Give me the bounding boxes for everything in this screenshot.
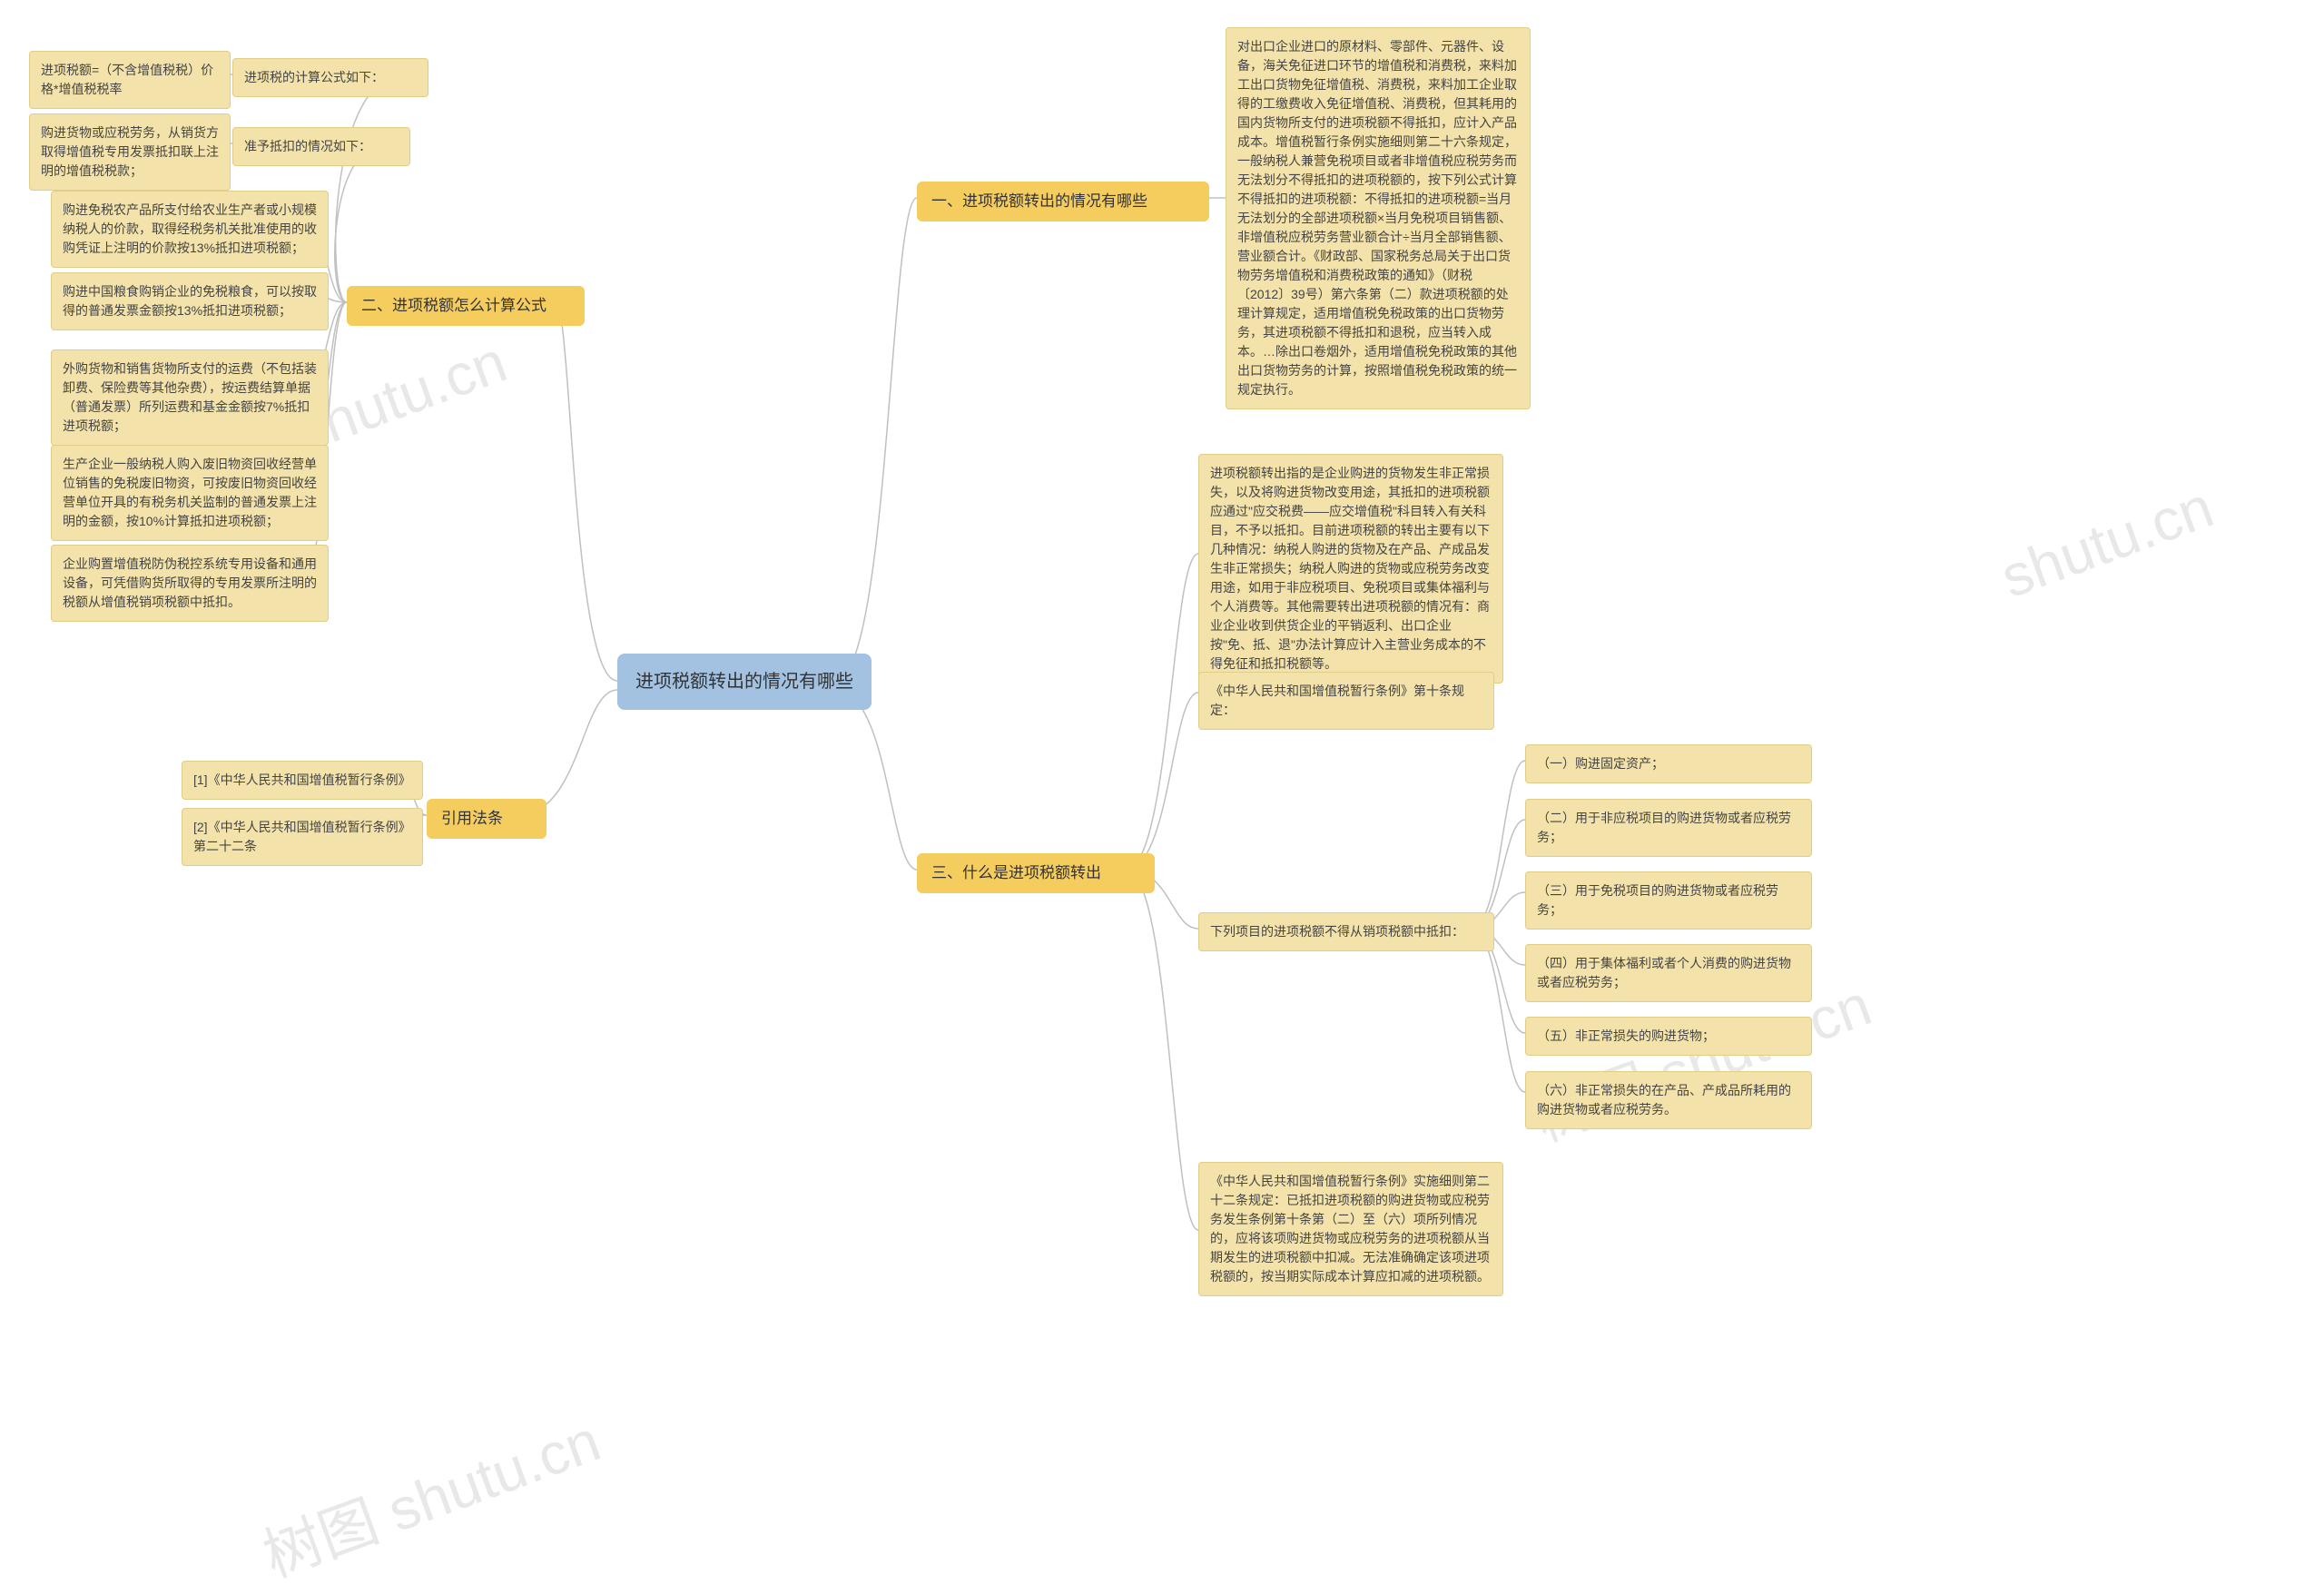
leaf-b3-nodeduct-5[interactable]: （五）非正常损失的购进货物； — [1525, 1017, 1812, 1056]
leaf-b3-article22[interactable]: 《中华人民共和国增值税暂行条例》实施细则第二十二条规定：已抵扣进项税额的购进货物… — [1198, 1162, 1503, 1296]
leaf-b3-nodeduct-1[interactable]: （一）购进固定资产； — [1525, 744, 1812, 783]
leaf-b3-article10[interactable]: 《中华人民共和国增值税暂行条例》第十条规定： — [1198, 672, 1494, 730]
leaf-b3-nodeduct-6[interactable]: （六）非正常损失的在产品、产成品所耗用的购进货物或者应税劳务。 — [1525, 1071, 1812, 1129]
watermark: shutu.cn — [1993, 473, 2222, 611]
watermark: 树图 shutu.cn — [251, 1394, 610, 1593]
leaf-b3-nodeduct-2[interactable]: （二）用于非应税项目的购进货物或者应税劳务； — [1525, 799, 1812, 857]
branch-references[interactable]: 引用法条 — [427, 799, 547, 839]
branch-section-2[interactable]: 二、进项税额怎么计算公式 — [347, 286, 585, 326]
leaf-b2-deduct-1[interactable]: 购进货物或应税劳务，从销货方取得增值税专用发票抵扣联上注明的增值税税款； — [29, 113, 231, 191]
leaf-b2-deduct-heading[interactable]: 准予抵扣的情况如下： — [232, 127, 410, 166]
leaf-ref-1[interactable]: [1]《中华人民共和国增值税暂行条例》 — [182, 761, 423, 800]
leaf-b2-item-7[interactable]: 企业购置增值税防伪税控系统专用设备和通用设备，可凭借购货所取得的专用发票所注明的… — [51, 545, 329, 622]
leaf-b3-nodeduct-3[interactable]: （三）用于免税项目的购进货物或者应税劳务； — [1525, 871, 1812, 930]
branch-section-1[interactable]: 一、进项税额转出的情况有哪些 — [917, 182, 1209, 221]
leaf-b2-formula-heading[interactable]: 进项税的计算公式如下： — [232, 58, 428, 97]
leaf-ref-2[interactable]: [2]《中华人民共和国增值税暂行条例》第二十二条 — [182, 808, 423, 866]
branch-section-3[interactable]: 三、什么是进项税额转出 — [917, 853, 1155, 893]
leaf-b3-definition[interactable]: 进项税额转出指的是企业购进的货物发生非正常损失，以及将购进货物改变用途，其抵扣的… — [1198, 454, 1503, 684]
leaf-b2-item-4[interactable]: 购进中国粮食购销企业的免税粮食，可以按取得的普通发票金额按13%抵扣进项税额； — [51, 272, 329, 330]
leaf-b2-item-3[interactable]: 购进免税农产品所支付给农业生产者或小规模纳税人的价款，取得经税务机关批准使用的收… — [51, 191, 329, 268]
leaf-b3-nodeduct-heading[interactable]: 下列项目的进项税额不得从销项税额中抵扣： — [1198, 912, 1494, 951]
leaf-b1-detail[interactable]: 对出口企业进口的原材料、零部件、元器件、设备，海关免征进口环节的增值税和消费税，… — [1226, 27, 1531, 409]
central-topic[interactable]: 进项税额转出的情况有哪些 — [617, 654, 872, 710]
leaf-b2-formula[interactable]: 进项税额=（不含增值税税）价格*增值税税率 — [29, 51, 231, 109]
leaf-b2-item-6[interactable]: 生产企业一般纳税人购入废旧物资回收经营单位销售的免税废旧物资，可按废旧物资回收经… — [51, 445, 329, 541]
leaf-b3-nodeduct-4[interactable]: （四）用于集体福利或者个人消费的购进货物或者应税劳务； — [1525, 944, 1812, 1002]
leaf-b2-item-5[interactable]: 外购货物和销售货物所支付的运费（不包括装卸费、保险费等其他杂费），按运费结算单据… — [51, 349, 329, 446]
